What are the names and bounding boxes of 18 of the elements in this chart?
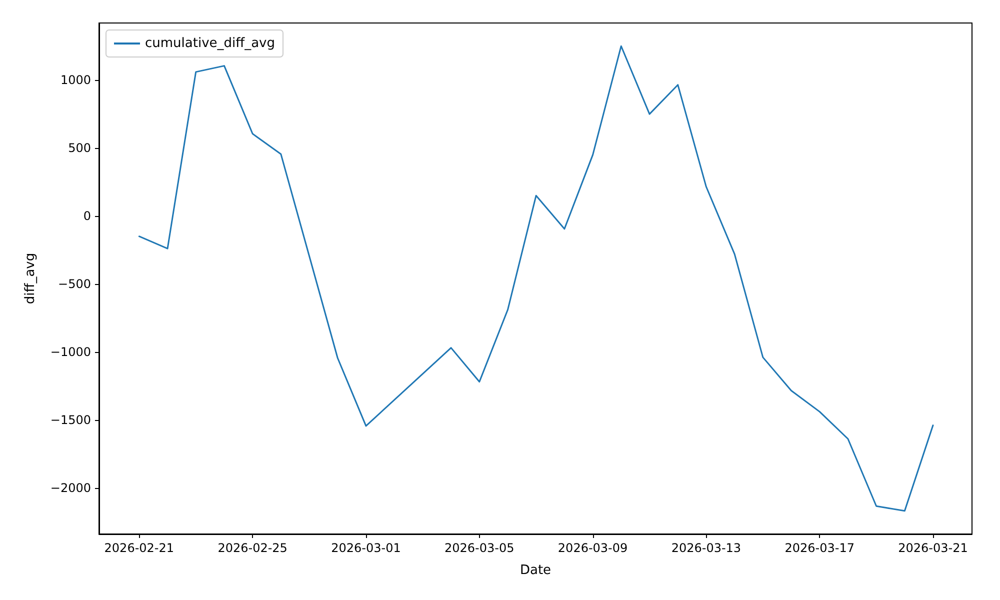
y-axis-title: diff_avg xyxy=(23,252,38,304)
y-tick-label: 0 xyxy=(83,208,91,223)
x-tick-label: 2026-02-25 xyxy=(218,541,288,555)
x-tick-label: 2026-03-01 xyxy=(331,541,401,555)
y-tick-label: 1000 xyxy=(60,73,91,88)
x-tick-label: 2026-03-17 xyxy=(784,541,854,555)
x-axis-title: Date xyxy=(520,563,552,578)
x-tick-label: 2026-02-21 xyxy=(104,541,174,555)
x-tick-label: 2026-03-21 xyxy=(898,541,968,555)
y-tick-label: −500 xyxy=(58,276,91,291)
y-tick-label: −1500 xyxy=(50,412,91,427)
legend-label: cumulative_diff_avg xyxy=(145,36,275,51)
y-tick-label: 500 xyxy=(68,141,91,156)
x-tick-label: 2026-03-09 xyxy=(558,541,628,555)
x-tick-label: 2026-03-05 xyxy=(444,541,514,555)
x-tick-label: 2026-03-13 xyxy=(671,541,742,555)
y-tick-label: −1000 xyxy=(50,344,91,359)
y-tick-label: −2000 xyxy=(50,480,91,495)
